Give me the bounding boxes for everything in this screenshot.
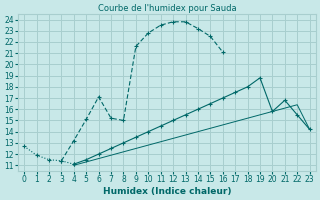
X-axis label: Humidex (Indice chaleur): Humidex (Indice chaleur) — [103, 187, 231, 196]
Title: Courbe de l'humidex pour Sauda: Courbe de l'humidex pour Sauda — [98, 4, 236, 13]
